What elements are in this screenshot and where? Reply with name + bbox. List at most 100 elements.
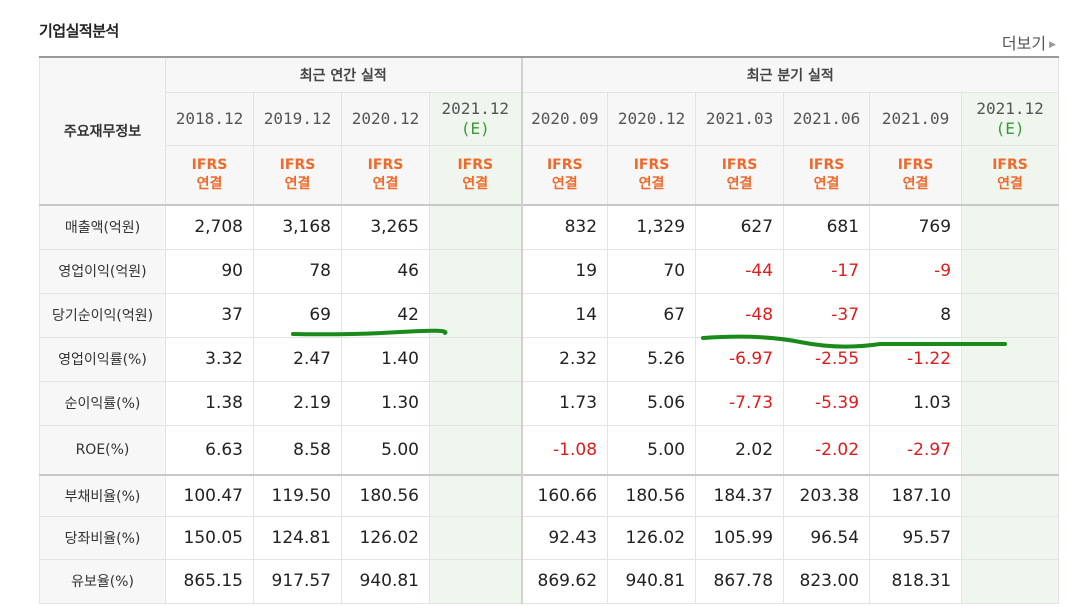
table-cell: 96.54 (783, 515, 871, 560)
ifrs-label: IFRS (191, 157, 228, 173)
ifrs-label: IFRS (808, 157, 845, 173)
ifrs-badge: IFRS 연결 (520, 145, 609, 206)
table-cell (428, 424, 523, 476)
more-label: 더보기 (1001, 34, 1047, 53)
consolidated-label: 연결 (551, 176, 578, 192)
table-cell: 823.00 (783, 558, 871, 604)
table-cell: 2.47 (253, 336, 342, 382)
table-cell: 1,329 (607, 204, 697, 250)
ifrs-badge: IFRS 연결 (165, 145, 254, 206)
table-cell: 37 (165, 292, 254, 338)
table-cell (961, 515, 1060, 560)
table-cell: 8 (869, 292, 963, 338)
ifrs-badge: IFRS 연결 (869, 145, 963, 206)
table-cell (961, 292, 1060, 338)
table-row: 부채비율(%) 100.47 119.50 180.56 160.66 180.56 184… (39, 474, 1060, 517)
table-cell: 92.43 (520, 515, 609, 560)
table-cell: 1.30 (341, 380, 430, 426)
ifrs-label: IFRS (721, 157, 758, 173)
period-label: 2018.12 (175, 109, 244, 128)
table-cell (428, 515, 523, 560)
table-row: 매출액(억원) 2,708 3,168 3,265 832 1,329 627 681 769 (39, 204, 1060, 250)
more-link[interactable]: 더보기 ▶ (1002, 30, 1056, 54)
table-cell: 2,708 (165, 204, 254, 250)
period-header-quarter-3: 2021.06 (783, 92, 871, 146)
table-cell: 95.57 (869, 515, 963, 560)
table-cell: 867.78 (695, 558, 785, 604)
table-cell: 19 (520, 248, 609, 294)
row-label: 순이익률(%) (39, 380, 166, 426)
ifrs-badge: IFRS 연결 (783, 145, 871, 206)
consolidated-label: 연결 (813, 176, 840, 192)
ifrs-label: IFRS (457, 157, 494, 173)
table-cell: 70 (607, 248, 697, 294)
table-cell: -2.97 (869, 424, 963, 476)
table-cell (961, 380, 1060, 426)
table-cell (428, 474, 523, 517)
table-cell: 5.00 (341, 424, 430, 476)
table-cell: 126.02 (607, 515, 697, 560)
consolidated-label: 연결 (372, 176, 399, 192)
table-cell: 78 (253, 248, 342, 294)
table-row: 당좌비율(%) 150.05 124.81 126.02 92.43 126.02 105.… (39, 515, 1060, 560)
table-cell: 8.58 (253, 424, 342, 476)
period-label: 2019.12 (263, 109, 332, 128)
table-cell: 203.38 (783, 474, 871, 517)
annotation-underline-left (291, 328, 448, 337)
table-cell: 1.03 (869, 380, 963, 426)
table-row: 순이익률(%) 1.38 2.19 1.30 1.73 5.06 -7.73 -5.39 1.0… (39, 380, 1060, 426)
table-cell: 150.05 (165, 515, 254, 560)
table-cell: -37 (783, 292, 871, 338)
table-cell: 917.57 (253, 558, 342, 604)
ifrs-badge: IFRS 연결 (607, 145, 697, 206)
ifrs-badge: IFRS 연결 (961, 145, 1060, 206)
table-cell: 67 (607, 292, 697, 338)
table-cell: 818.31 (869, 558, 963, 604)
row-label: 영업이익률(%) (39, 336, 166, 382)
table-cell: -9 (869, 248, 963, 294)
table-cell: 100.47 (165, 474, 254, 517)
period-label: 2021.03 (705, 109, 774, 128)
table-cell: -6.97 (695, 336, 785, 382)
table-row: 당기순이익(억원) 37 69 42 14 67 -48 -37 8 (39, 292, 1060, 338)
table-cell (961, 474, 1060, 517)
row-label: 매출액(억원) (39, 204, 166, 250)
ifrs-badge: IFRS 연결 (428, 145, 523, 206)
table-cell: 90 (165, 248, 254, 294)
table-cell: 832 (520, 204, 609, 250)
table-cell: 5.06 (607, 380, 697, 426)
period-label: 2020.12 (617, 109, 686, 128)
table-cell (428, 204, 523, 250)
table-cell: -2.02 (783, 424, 871, 476)
period-header-annual-3: 2021.12 (E) (428, 92, 523, 146)
table-row: 영업이익률(%) 3.32 2.47 1.40 2.32 5.26 -6.97 -2.55 -1… (39, 336, 1060, 382)
period-label: 2021.09 (881, 109, 950, 128)
table-cell (961, 204, 1060, 250)
table-cell: 3.32 (165, 336, 254, 382)
period-label: 2021.12 (441, 99, 509, 118)
table-cell (428, 380, 523, 426)
period-header-quarter-4: 2021.09 (869, 92, 963, 146)
table-cell (961, 424, 1060, 476)
ifrs-label: IFRS (633, 157, 670, 173)
table-cell: 124.81 (253, 515, 342, 560)
section-title: 기업실적분석 (39, 22, 119, 40)
table-cell: 126.02 (341, 515, 430, 560)
period-header-annual-1: 2019.12 (253, 92, 342, 146)
ifrs-label: IFRS (992, 157, 1028, 173)
period-header-quarter-5: 2021.12 (E) (961, 92, 1060, 146)
table-cell: 865.15 (165, 558, 254, 604)
table-cell (428, 558, 523, 604)
table-cell: 6.63 (165, 424, 254, 476)
financial-table: 주요재무정보 최근 연간 실적 최근 분기 실적 2018.12 2019.12 2… (39, 56, 1060, 604)
estimate-label: (E) (995, 119, 1025, 138)
table-cell: -1.08 (520, 424, 609, 476)
table-cell: 69 (253, 292, 342, 338)
period-label: 2021.06 (792, 109, 861, 128)
quarter-group-header: 최근 분기 실적 (520, 56, 1060, 93)
consolidated-label: 연결 (284, 176, 311, 192)
table-cell: -7.73 (695, 380, 785, 426)
table-cell: -5.39 (783, 380, 871, 426)
row-label: ROE(%) (39, 424, 166, 476)
ifrs-badge: IFRS 연결 (253, 145, 342, 206)
